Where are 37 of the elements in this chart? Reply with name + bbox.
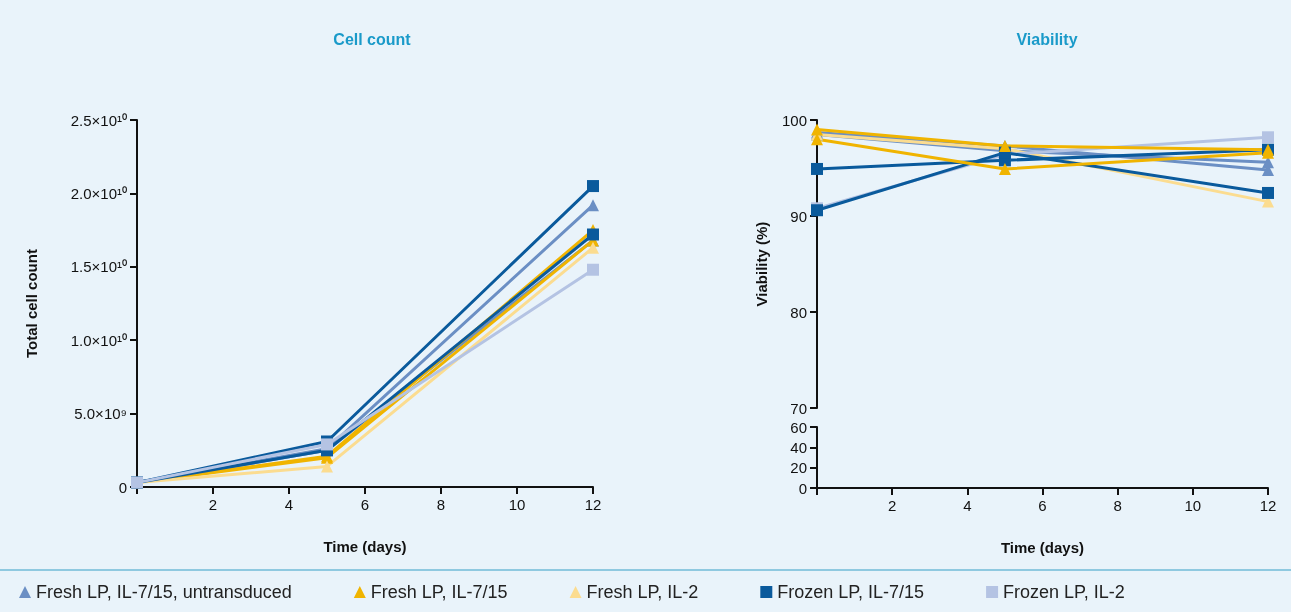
legend-label: Fresh LP, IL-7/15 — [370, 582, 508, 602]
y-tick-label: 2.0×10¹⁰ — [70, 184, 127, 202]
y-axis-title: Total cell count — [23, 249, 40, 358]
x-tick-label: 10 — [1184, 497, 1202, 514]
y-tick-label: 90 — [790, 207, 807, 225]
y-tick-label: 1.5×10¹⁰ — [70, 258, 127, 276]
legend-label: Fresh LP, IL-7/15, untransduced — [36, 582, 292, 602]
y-tick-label: 2.5×10¹⁰ — [70, 111, 127, 129]
x-tick-label: 10 — [508, 496, 526, 513]
y-tick-label: 0 — [798, 479, 807, 497]
x-tick-label: 12 — [1259, 497, 1277, 514]
legend-label: Frozen LP, IL-7/15 — [777, 582, 925, 602]
x-tick-label: 4 — [284, 496, 294, 513]
y-tick-label: 0 — [118, 478, 127, 496]
x-tick-label: 6 — [360, 496, 370, 513]
x-tick-label: 8 — [1113, 497, 1122, 514]
legend-label: Fresh LP, IL-2 — [586, 582, 699, 602]
x-axis-title: Time (days) — [1000, 539, 1085, 556]
chart-title: Viability — [1016, 30, 1078, 48]
y-tick-label: 40 — [790, 438, 807, 456]
y-axis-title: Viability (%) — [753, 221, 770, 307]
x-tick-label: 4 — [963, 497, 972, 514]
y-tick-label: 70 — [790, 399, 807, 417]
legend-label: Frozen LP, IL-2 — [1003, 582, 1125, 602]
x-tick-label: 2 — [887, 497, 897, 514]
y-tick-label: 20 — [790, 459, 807, 477]
y-tick-label: 1.0×10¹⁰ — [70, 331, 127, 349]
x-tick-label: 8 — [436, 496, 446, 513]
y-tick-label: 5.0×10⁹ — [74, 405, 127, 423]
x-axis-title: Time (days) — [323, 538, 407, 555]
y-tick-label: 80 — [790, 303, 807, 321]
y-tick-label: 100 — [781, 111, 807, 129]
y-tick-label: 60 — [790, 418, 807, 436]
x-tick-label: 2 — [208, 496, 218, 513]
x-tick-label: 6 — [1038, 497, 1047, 514]
x-tick-label: 12 — [584, 496, 602, 513]
chart-title: Cell count — [333, 30, 412, 48]
